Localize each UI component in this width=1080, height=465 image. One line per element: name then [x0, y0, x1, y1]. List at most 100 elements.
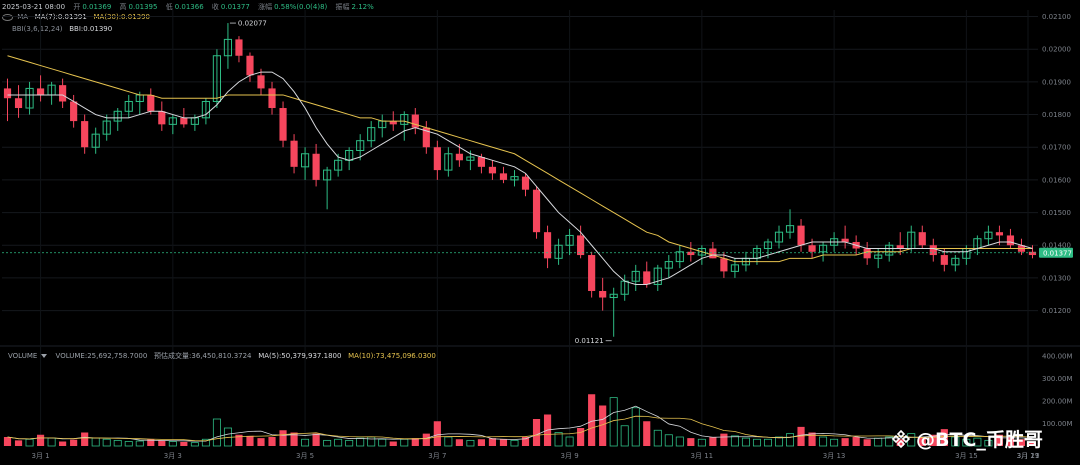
volume-bar	[268, 437, 276, 446]
candle-down	[477, 157, 486, 167]
volume-value: VOLUME:25,692,758.7000	[55, 352, 148, 360]
vol-ma10-value: MA(10):73,475,096.0300	[348, 352, 436, 360]
candle-up	[763, 241, 773, 250]
low-label: 低	[165, 3, 173, 11]
candle-down	[81, 121, 89, 148]
candle-down	[532, 189, 541, 233]
volume-bar	[819, 436, 828, 447]
amplitude-value: 2.12%	[351, 3, 374, 11]
volume-bar	[3, 437, 12, 446]
candle-up	[819, 244, 828, 253]
candle-up	[565, 234, 574, 246]
volume-bar	[599, 405, 607, 446]
candle-down	[36, 88, 45, 95]
volume-bar	[113, 439, 122, 447]
volume-bar	[918, 437, 926, 446]
candle-up	[664, 261, 673, 269]
candle-down	[577, 235, 585, 256]
candle-down	[1006, 235, 1015, 246]
volume-bar	[367, 436, 376, 447]
volume-bar	[752, 438, 761, 447]
candle-down	[720, 258, 728, 272]
price-tick-label: 0.01500	[1042, 209, 1071, 217]
candle-up	[201, 100, 210, 119]
candle-down	[70, 101, 78, 122]
price-tick-label: 0.01600	[1042, 176, 1071, 184]
candle-up	[323, 169, 332, 181]
volume-bar	[323, 439, 332, 447]
volume-bar	[709, 437, 717, 446]
candle-up	[874, 254, 883, 259]
volume-bar	[235, 434, 243, 446]
candle-up	[367, 127, 376, 142]
volume-bar	[466, 439, 475, 447]
volume-bar	[797, 426, 805, 446]
candle-down	[863, 248, 871, 259]
open-value: 0.01369	[82, 3, 112, 11]
volume-bar	[830, 438, 839, 447]
low-marker-label: 0.01121	[575, 337, 604, 345]
volume-bar	[973, 437, 982, 447]
volume-bar	[356, 437, 365, 447]
volume-bar	[643, 421, 651, 446]
candle-down	[543, 232, 552, 259]
volume-indicator-row[interactable]: VOLUME VOLUME:25,692,758.7000 预估成交量:36,4…	[8, 351, 436, 361]
candle-down	[312, 153, 320, 180]
volume-bar	[433, 421, 441, 446]
candle-up	[631, 270, 640, 282]
volume-bar	[588, 394, 596, 446]
current-price-tag	[1039, 247, 1073, 258]
volume-bar	[180, 441, 188, 446]
candle-down	[268, 88, 276, 109]
time-tick-label: 3月 13	[823, 452, 846, 460]
volume-bar	[290, 432, 298, 446]
candle-up	[785, 225, 795, 233]
volume-bar	[775, 436, 783, 447]
volume-bar	[334, 438, 343, 447]
candle-down	[599, 290, 607, 298]
volume-bar	[36, 434, 45, 446]
volume-bar	[653, 429, 662, 447]
candle-date: 2025-03-21 08:00	[2, 3, 66, 11]
volume-bar	[720, 433, 728, 446]
volume-bar	[312, 433, 320, 446]
candle-up	[697, 248, 706, 256]
candle-down	[3, 88, 12, 99]
candle-up	[951, 257, 960, 266]
candle-down	[180, 117, 188, 125]
candle-down	[455, 153, 463, 161]
chevron-down-icon[interactable]	[41, 354, 48, 358]
volume-bar	[940, 429, 948, 446]
volume-bar	[499, 439, 508, 446]
volume-bar	[301, 438, 310, 447]
candle-up	[554, 244, 563, 259]
volume-bar	[664, 434, 673, 447]
volume-bar	[697, 438, 706, 447]
volume-bar	[841, 438, 849, 446]
ohlc-readout: 2025-03-21 08:00 开 0.01369 高 0.01395 低 0.01…	[2, 2, 380, 12]
candle-down	[433, 147, 441, 171]
price-tick-label: 0.01400	[1042, 242, 1071, 250]
candle-down	[929, 245, 937, 256]
candle-up	[444, 153, 453, 171]
volume-label: VOLUME	[8, 352, 38, 360]
time-tick-label: 3月 5	[296, 452, 314, 460]
bbi-indicator-row[interactable]: BBI(3,6,12,24) BBI:0.01390	[12, 25, 112, 33]
time-tick-label: 3月 17	[1017, 452, 1040, 460]
time-tick-label: 3月 15	[955, 452, 978, 460]
volume-bar	[1028, 441, 1037, 446]
exchange-logo-icon	[891, 429, 911, 449]
volume-bar	[246, 435, 254, 446]
volume-bar	[158, 440, 166, 446]
candle-up	[113, 110, 122, 122]
volume-bar	[455, 439, 463, 446]
time-tick-label: 3月 11	[691, 452, 714, 460]
candle-down	[235, 39, 243, 56]
candle-up	[653, 267, 662, 285]
bbi-value: BBI:0.01390	[69, 25, 113, 33]
volume-bar	[345, 439, 354, 447]
candle-down	[808, 245, 816, 252]
volume-bar	[81, 432, 89, 446]
